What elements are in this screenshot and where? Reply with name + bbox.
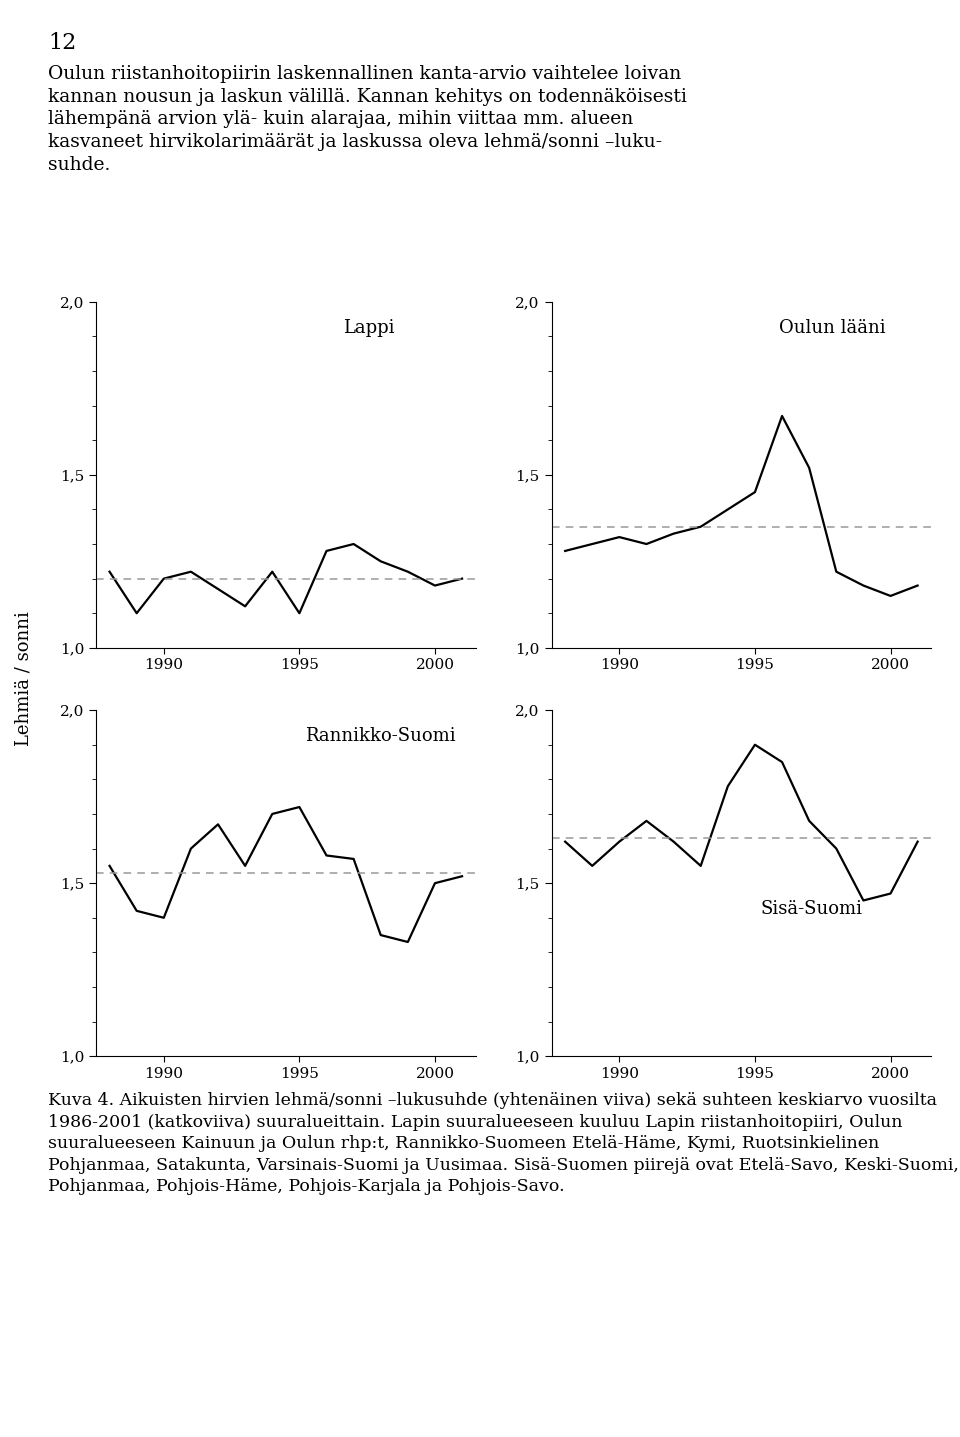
Text: Oulun riistanhoitopiirin laskennallinen kanta-arvio vaihtelee loivan
kannan nous: Oulun riistanhoitopiirin laskennallinen …: [48, 65, 686, 174]
Text: Oulun lääni: Oulun lääni: [780, 319, 886, 338]
Text: Kuva 4. Aikuisten hirvien lehmä/sonni –lukusuhde (yhtenäinen viiva) sekä suhteen: Kuva 4. Aikuisten hirvien lehmä/sonni –l…: [48, 1092, 959, 1196]
Text: 12: 12: [48, 32, 76, 53]
Text: Sisä-Suomi: Sisä-Suomi: [760, 901, 862, 918]
Text: Lappi: Lappi: [343, 319, 395, 338]
Text: Lehmiä / sonni: Lehmiä / sonni: [15, 612, 33, 746]
Text: Rannikko-Suomi: Rannikko-Suomi: [305, 727, 455, 746]
